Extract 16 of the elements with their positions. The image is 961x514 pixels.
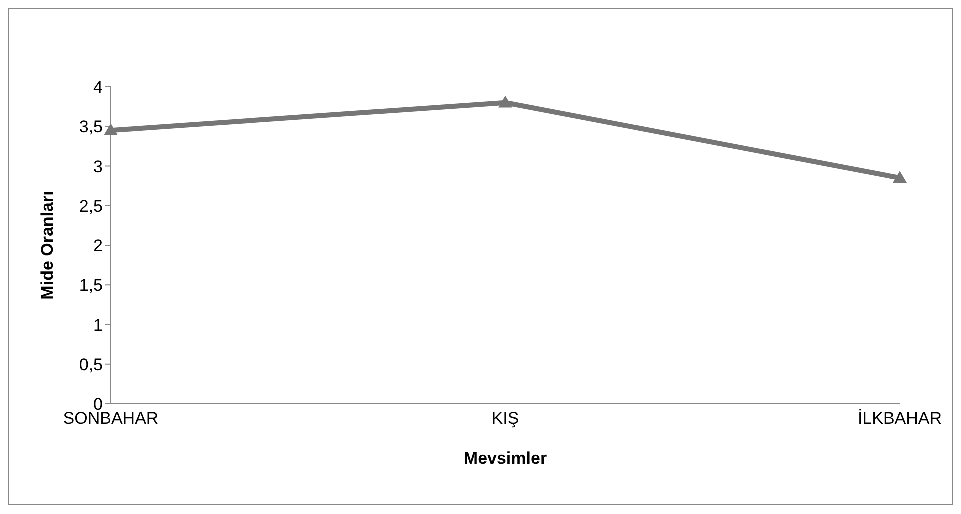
y-tick-label: 3,5	[79, 118, 103, 137]
point	[104, 124, 118, 136]
point	[893, 171, 907, 184]
x-tick-label: KIŞ	[492, 409, 520, 428]
x-tick-label: SONBAHAR	[63, 409, 159, 428]
x-tick-label: İLKBAHAR	[858, 409, 942, 428]
y-tick-label: 2,5	[79, 196, 103, 216]
y-tick-label: 2	[94, 236, 103, 256]
y-tick-label: 1	[94, 316, 103, 335]
point	[498, 96, 512, 108]
y-tick-label: 0,5	[79, 355, 103, 374]
y-tick-label: 1,5	[79, 276, 103, 296]
x-axis-title: Mevsimler	[464, 449, 548, 468]
y-tick-label: 4	[94, 78, 103, 98]
y-axis-title: Mide Oranları	[38, 191, 58, 300]
y-tick-label: 3	[94, 157, 103, 176]
